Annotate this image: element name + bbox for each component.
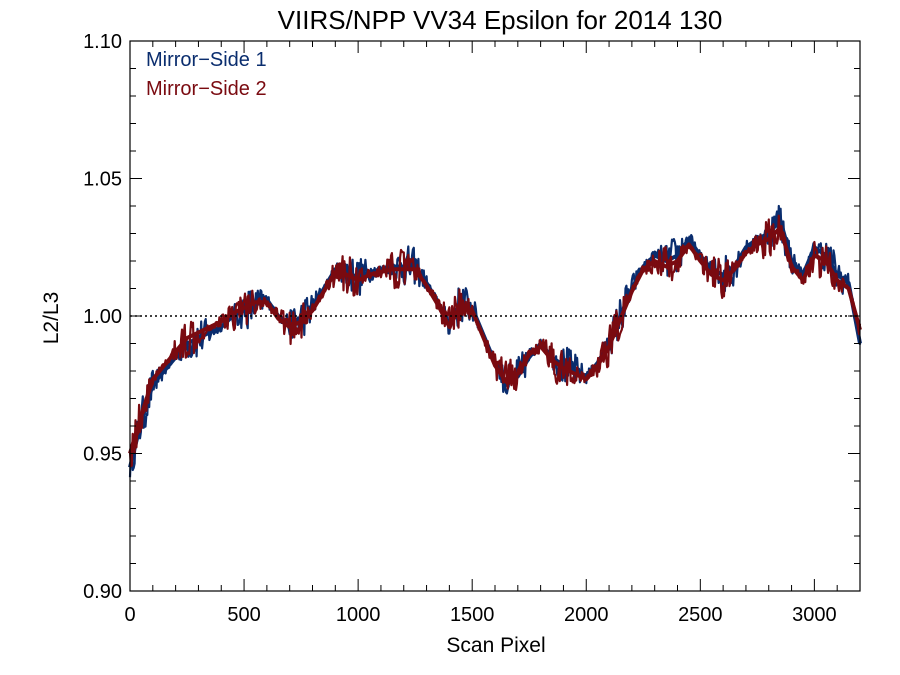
x-tick-label: 3000 [792,604,837,626]
series-line-noise-1 [128,204,862,478]
x-tick-label: 500 [227,604,260,626]
series-line-noise-2 [128,214,862,468]
ticks-layer: 0 500 1000 1500 2000 2500 3000 0.90 0.95 1.00 1.05… [83,31,861,626]
y-tick-label: 0.90 [83,581,122,603]
legend-entry-mirror-side-2: Mirror−Side 2 [146,78,267,100]
y-tick-label: 1.05 [83,169,122,191]
y-axis-label: L2/L3 [40,292,63,345]
x-tick-label: 1000 [336,604,381,626]
plot-area: 0 500 1000 1500 2000 2500 3000 0.90 0.95 1.00 1.05… [83,31,862,626]
x-tick-label: 2000 [564,604,609,626]
x-tick-label: 2500 [678,604,723,626]
x-tick-label: 0 [124,604,135,626]
chart-title: VIIRS/NPP VV34 Epsilon for 2014 130 [278,5,723,35]
y-tick-label: 0.95 [83,444,122,466]
series-layer [128,204,862,478]
legend: Mirror−Side 1 Mirror−Side 2 [146,49,267,100]
series-line-1 [128,217,862,468]
series-line-2 [128,226,862,455]
legend-entry-mirror-side-1: Mirror−Side 1 [146,49,267,71]
x-axis-label: Scan Pixel [446,634,545,657]
x-tick-label: 1500 [450,604,495,626]
y-tick-label: 1.10 [83,31,122,53]
y-tick-label: 1.00 [83,306,122,328]
